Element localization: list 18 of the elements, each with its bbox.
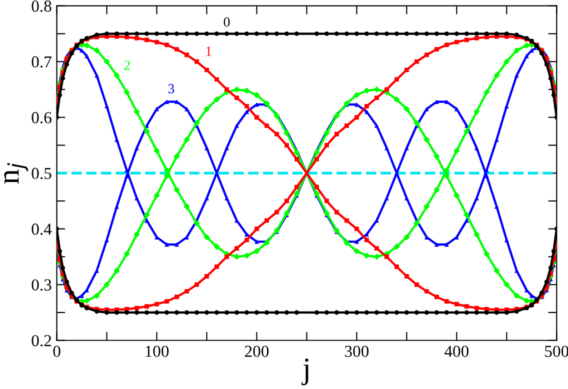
series-label: 3 xyxy=(168,84,174,94)
x-tick-label: 300 xyxy=(345,346,369,357)
y-tick-label: 0.6 xyxy=(32,112,52,124)
series-label: 2 xyxy=(124,60,130,70)
x-tick-label: 0 xyxy=(53,346,60,357)
y-tick-label: 0.4 xyxy=(32,224,52,235)
x-axis-title: j xyxy=(302,358,308,386)
series-label: 1 xyxy=(206,46,212,56)
y-tick-label: 0.7 xyxy=(32,56,52,68)
x-tick-label: 100 xyxy=(146,346,169,357)
series-label: 0 xyxy=(224,17,230,27)
y-tick-label: 0.2 xyxy=(32,335,52,346)
y-tick-label: 0.3 xyxy=(32,279,52,291)
y-tick-label: 0.8 xyxy=(32,0,52,12)
y-tick-label: 0.5 xyxy=(32,168,52,180)
x-tick-label: 400 xyxy=(444,346,469,357)
x-tick-label: 200 xyxy=(244,346,269,357)
y-axis-title: n$_{j}$ xyxy=(4,162,28,184)
